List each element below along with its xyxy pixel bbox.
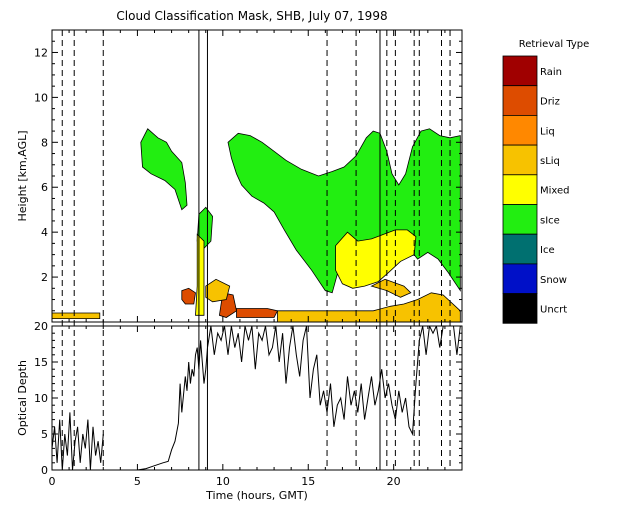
y-tick-label: 20: [34, 320, 48, 333]
y-tick-label: 2: [41, 271, 48, 284]
legend-label-sice: sIce: [540, 215, 560, 226]
legend-title: Retrieval Type: [519, 39, 590, 50]
legend-swatch-sice: [502, 204, 538, 235]
legend-swatch-sliq: [502, 144, 538, 176]
cloud-region-sice: [140, 128, 188, 211]
y-tick-label: 12: [34, 46, 48, 59]
x-tick-label: 5: [134, 475, 141, 488]
y-axis-label: Height [km,AGL]: [16, 130, 29, 221]
legend-label-liq: Liq: [540, 126, 555, 137]
y-tick-label: 10: [34, 392, 48, 405]
legend-swatch-mixed: [502, 174, 538, 205]
legend-label-mixed: Mixed: [540, 186, 570, 197]
optical-depth-panel: 0 5 10 15 20 Optical Depth 0 5 10 15 20 Time (hours…: [16, 320, 463, 502]
legend-label-driz: Driz: [540, 97, 560, 108]
legend-swatch-liq: [502, 115, 538, 146]
cloud-region-driz: [181, 287, 196, 305]
cloud-region-mixed: [335, 229, 417, 289]
legend-label-uncrt: Uncrt: [540, 304, 567, 315]
x-tick-label: 20: [387, 475, 401, 488]
legend-swatch-driz: [502, 85, 538, 116]
legend-label-snow: Snow: [540, 275, 567, 286]
legend-swatch-uncrt: [502, 293, 538, 324]
y-tick-label: 5: [41, 428, 48, 441]
y-tick-label: 15: [34, 356, 48, 369]
chart-title: Cloud Classification Mask, SHB, July 07,…: [116, 9, 387, 23]
cloud-region-sliq: [52, 312, 101, 320]
cloud-region-driz: [236, 308, 279, 318]
legend-label-sliq: sLiq: [540, 156, 560, 167]
cloud-mask-panel: 2 4 6 8 10 12 Height [km,AGL]: [16, 29, 463, 470]
legend-label-ice: Ice: [540, 245, 555, 256]
y-tick-label: 8: [41, 136, 48, 149]
legend-swatch-ice: [502, 233, 538, 265]
y-tick-label: 6: [41, 181, 48, 194]
cloud-region-sice: [227, 128, 461, 294]
x-tick-label: 0: [49, 475, 56, 488]
optical-depth-line: [52, 326, 461, 470]
x-tick-label: 10: [216, 475, 230, 488]
legend-swatch-rain: [502, 55, 538, 87]
y-tick-label: 4: [41, 226, 48, 239]
x-axis-label: Time (hours, GMT): [205, 489, 308, 502]
cloud-region-mixed: [195, 233, 205, 316]
retrieval-type-legend: Retrieval Type Rain Driz Liq sLiq Mixed sIce Ic…: [502, 39, 590, 324]
time-markers: [61, 30, 451, 470]
legend-label-rain: Rain: [540, 67, 562, 78]
cloud-region-sliq: [277, 292, 461, 322]
y-axis-label: Optical Depth: [16, 360, 29, 436]
y-tick-label: 0: [41, 464, 48, 477]
legend-swatch-snow: [502, 263, 538, 294]
x-tick-label: 15: [301, 475, 315, 488]
cloud-region-sliq: [205, 278, 231, 303]
y-tick-label: 10: [34, 91, 48, 104]
cloud-regions: [52, 128, 461, 322]
